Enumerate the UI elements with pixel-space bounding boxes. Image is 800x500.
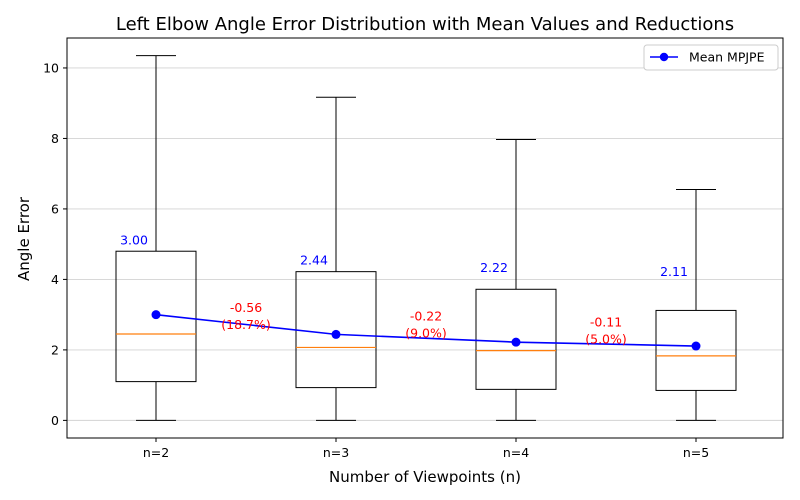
legend-marker	[659, 52, 669, 62]
annotations: 3.00 2.44 2.22 2.11 -0.56 (18.7%) -0.22 (9.0%) -…	[120, 233, 688, 347]
reduction-percent-label: (18.7%)	[221, 317, 270, 332]
mean-line	[155, 313, 697, 347]
mean-point	[691, 341, 701, 351]
x-axis: n=2 n=3 n=4 n=5	[143, 438, 709, 460]
y-tick-label: 10	[43, 60, 59, 75]
y-tick-label: 8	[51, 131, 59, 146]
y-axis: 0 2 4 6 8 10	[43, 60, 67, 428]
box-iqr	[295, 271, 377, 389]
x-tick-label: n=2	[143, 445, 169, 460]
mean-value-label: 3.00	[120, 233, 148, 248]
mean-point	[511, 337, 521, 347]
box-iqr	[655, 309, 737, 391]
box-plot	[475, 138, 557, 421]
y-axis-label: Angle Error	[15, 196, 33, 281]
reduction-value-label: -0.11	[590, 314, 622, 329]
reduction-percent-label: (5.0%)	[585, 331, 627, 346]
x-tick-label: n=5	[683, 445, 709, 460]
x-tick-label: n=3	[323, 445, 349, 460]
reduction-value-label: -0.56	[230, 300, 262, 315]
legend: Mean MPJPE	[643, 44, 779, 71]
chart-title: Left Elbow Angle Error Distribution with…	[116, 14, 734, 35]
mean-value-label: 2.11	[660, 264, 688, 279]
box-plots	[115, 55, 737, 421]
mean-value-label: 2.22	[480, 260, 508, 275]
legend-label: Mean MPJPE	[689, 50, 765, 65]
mean-point	[151, 310, 161, 320]
mean-point	[331, 329, 341, 339]
y-tick-label: 6	[51, 201, 59, 216]
plot-frame	[66, 37, 784, 439]
y-tick-label: 4	[51, 272, 59, 287]
mean-series	[151, 310, 701, 351]
reduction-value-label: -0.22	[410, 308, 442, 323]
reduction-percent-label: (9.0%)	[405, 325, 447, 340]
y-tick-label: 2	[51, 342, 59, 357]
box-plot	[115, 55, 197, 421]
box-iqr	[115, 250, 197, 383]
box-iqr	[475, 288, 557, 390]
x-tick-label: n=4	[503, 445, 529, 460]
x-axis-label: Number of Viewpoints (n)	[329, 468, 521, 486]
grid-lines	[67, 67, 783, 421]
y-tick-label: 0	[51, 413, 59, 428]
box-plot	[655, 189, 737, 421]
legend-box	[643, 44, 779, 71]
mean-value-label: 2.44	[300, 252, 328, 267]
